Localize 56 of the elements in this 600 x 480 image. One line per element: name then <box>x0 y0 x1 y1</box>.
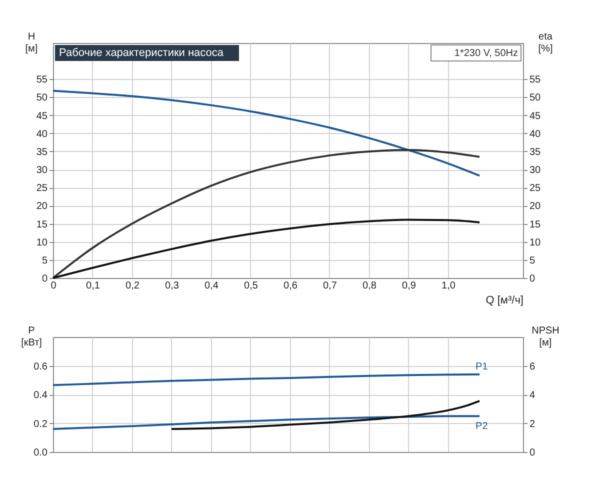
x-tick-label: 0,8 <box>362 280 377 292</box>
y-tick-label: 0.0 <box>34 448 48 458</box>
y-tick-label: 15 <box>36 219 48 230</box>
series-label: P2 <box>476 421 488 432</box>
y-tick-label: 0 <box>42 274 48 284</box>
y-axis-title: H [м] <box>25 32 38 54</box>
y-tick-label: 10 <box>36 237 48 248</box>
y2-axis-title: eta [%] <box>538 32 553 54</box>
y2-tick-label: 30 <box>530 165 542 176</box>
y2-tick-label: 20 <box>530 201 542 212</box>
y-tick-label: 20 <box>36 201 48 212</box>
y2-axis-title: NPSH [м] <box>532 326 560 348</box>
y2-tick-label: 4 <box>530 390 536 401</box>
x-tick-label: 1,0 <box>442 280 456 292</box>
series-label: P1 <box>476 361 488 372</box>
y-axis-title: P [кВт] <box>21 326 42 348</box>
x-tick-label: 0,7 <box>323 280 338 292</box>
y2-tick-label: 50 <box>530 92 542 104</box>
x-tick-label: 0,1 <box>86 280 100 292</box>
y2-tick-label: 45 <box>530 110 542 122</box>
line-series <box>52 218 481 279</box>
y2-tick-label: 35 <box>530 146 542 158</box>
chart-title: Рабочие характеристики насоса <box>59 47 224 59</box>
x-tick-label: 0,3 <box>165 280 180 292</box>
x-tick-label: 0,5 <box>244 280 258 292</box>
y2-tick-label: 25 <box>530 183 542 194</box>
x-tick-label: 0,4 <box>204 280 219 292</box>
y2-tick-label: 40 <box>530 128 542 140</box>
x-tick-label: 0,2 <box>126 280 140 292</box>
y-tick-label: 25 <box>36 183 48 194</box>
y-tick-label: 0.4 <box>34 390 48 401</box>
y2-tick-label: 6 <box>530 361 536 372</box>
y-tick-label: 30 <box>36 165 48 176</box>
y-tick-label: 55 <box>36 74 48 86</box>
y2-tick-label: 5 <box>530 255 536 266</box>
x-tick-label: 0,9 <box>402 280 416 292</box>
y-tick-label: 45 <box>36 110 48 122</box>
annotation: 1*230 V, 50Hz <box>454 48 518 59</box>
line-series <box>52 90 481 177</box>
x-tick-label: 0,6 <box>284 280 298 292</box>
y2-tick-label: 0 <box>530 448 536 458</box>
x-axis-title: Q [м³/ч] <box>486 294 524 306</box>
y-tick-label: 40 <box>36 128 48 140</box>
y-tick-label: 35 <box>36 146 48 158</box>
y-tick-label: 0.2 <box>34 418 48 430</box>
line-series <box>52 149 481 279</box>
y2-tick-label: 0 <box>530 274 536 284</box>
y2-tick-label: 2 <box>530 418 536 430</box>
y2-tick-label: 55 <box>530 74 542 86</box>
y-tick-label: 5 <box>42 255 48 266</box>
x-tick-label: 0 <box>50 280 57 292</box>
line-series <box>52 373 481 386</box>
y-tick-label: 0.6 <box>34 361 48 372</box>
y2-tick-label: 10 <box>530 237 542 248</box>
y2-tick-label: 15 <box>530 219 542 230</box>
y-tick-label: 50 <box>36 92 48 104</box>
